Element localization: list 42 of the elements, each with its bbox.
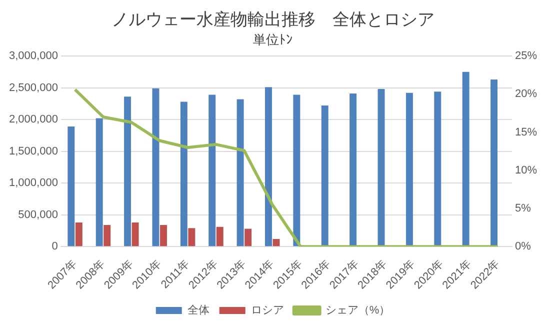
legend-label: シェア（%） — [325, 304, 390, 317]
y2-tick-label: 0% — [514, 240, 532, 253]
legend-label: 全体 — [187, 304, 210, 317]
bar — [96, 118, 103, 246]
legend-label: ロシア — [250, 304, 284, 317]
bar — [124, 96, 132, 246]
y-tick-label: 0 — [52, 240, 58, 253]
y-tick-label: 2,000,000 — [9, 114, 58, 126]
bar — [321, 106, 328, 246]
y-tick-label: 2,500,000 — [9, 82, 58, 94]
bar — [208, 94, 216, 246]
y2-tick-label: 5% — [514, 202, 532, 214]
y2-tick-label: 10% — [514, 164, 538, 176]
bar — [265, 87, 272, 246]
bar — [272, 238, 280, 246]
bar — [132, 222, 139, 246]
y2-tick-label: 20% — [514, 88, 538, 100]
bar — [406, 92, 413, 246]
chart-title: ノルウェー水産物輸出推移 全体とロシア — [112, 10, 434, 29]
bar — [490, 80, 498, 246]
bar — [75, 222, 82, 246]
y-tick-label: 3,000,000 — [9, 50, 58, 62]
bar — [462, 72, 470, 246]
y2-tick-label: 25% — [514, 50, 538, 62]
bar — [68, 126, 75, 246]
bar — [160, 224, 167, 246]
bar — [188, 228, 196, 246]
chart-subtitle: 単位ﾄﾝ — [253, 32, 293, 47]
bar — [244, 228, 252, 246]
bar — [434, 92, 442, 246]
y-tick-label: 1,500,000 — [9, 145, 58, 158]
bar — [152, 88, 160, 246]
bar — [236, 99, 244, 246]
y-tick-label: 500,000 — [18, 208, 58, 221]
bar — [104, 224, 111, 246]
y-tick-label: 1,000,000 — [9, 177, 58, 190]
y2-tick-label: 15% — [514, 126, 538, 138]
bar — [350, 93, 357, 246]
bar — [216, 226, 224, 246]
bar — [180, 102, 188, 246]
bar — [378, 89, 385, 246]
bar — [293, 94, 300, 246]
